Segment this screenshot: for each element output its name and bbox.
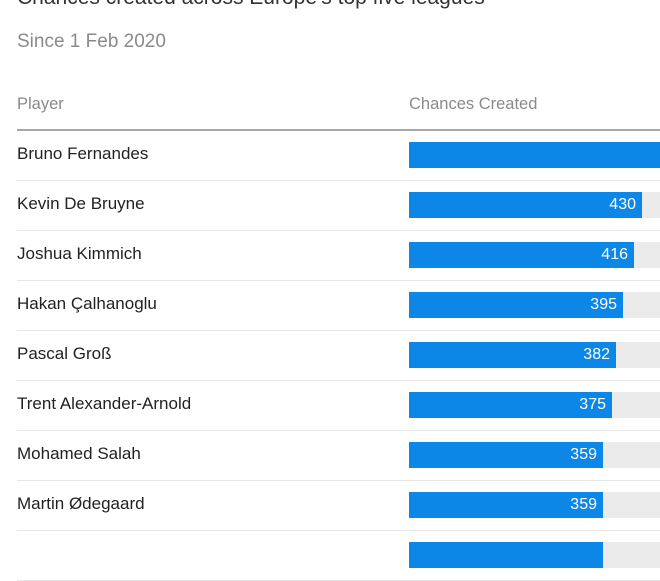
bar-value-label: 416 — [601, 246, 628, 263]
table-row: Kevin De Bruyne 430 — [0, 181, 660, 231]
bar — [409, 492, 603, 518]
table-row: Hakan Çalhanoglu 395 — [0, 281, 660, 331]
player-name: Trent Alexander-Arnold — [17, 394, 192, 413]
bar — [409, 142, 660, 168]
bar-track: 416 — [409, 242, 660, 268]
row-divider — [17, 180, 660, 181]
column-header-player: Player — [17, 95, 64, 113]
bar-track: 382 — [409, 342, 660, 368]
bar-value-label: 375 — [579, 396, 606, 413]
player-name: Hakan Çalhanoglu — [17, 294, 157, 313]
bar-value-label: 359 — [570, 496, 597, 513]
table-row: Bruno Fernandes — [0, 131, 660, 181]
bar-value-label: 430 — [609, 196, 636, 213]
bar — [409, 242, 634, 268]
bar-track: 359 — [409, 492, 660, 518]
row-divider — [17, 380, 660, 381]
table-row: Joshua Kimmich 416 — [0, 231, 660, 281]
player-name: Pascal Groß — [17, 344, 112, 363]
player-name: Joshua Kimmich — [17, 244, 142, 263]
bar-track — [409, 542, 660, 568]
bar — [409, 292, 623, 318]
row-divider — [17, 530, 660, 531]
player-name: Bruno Fernandes — [17, 144, 149, 163]
bar-value-label: 382 — [583, 346, 610, 363]
row-divider — [17, 230, 660, 231]
bar-track: 375 — [409, 392, 660, 418]
row-divider — [17, 280, 660, 281]
table-row — [0, 531, 660, 581]
row-divider — [17, 330, 660, 331]
chart-title: Chances created across Europe’s top five… — [17, 0, 485, 10]
table-row: Pascal Groß 382 — [0, 331, 660, 381]
bar — [409, 542, 603, 568]
bar-value-label: 359 — [570, 446, 597, 463]
table-row: Mohamed Salah 359 — [0, 431, 660, 481]
column-header-chances-created: Chances Created — [409, 95, 538, 113]
header-divider — [17, 129, 660, 131]
player-name: Kevin De Bruyne — [17, 194, 145, 213]
row-divider — [17, 480, 660, 481]
bar — [409, 392, 612, 418]
table-row: Trent Alexander-Arnold 375 — [0, 381, 660, 431]
bar — [409, 192, 642, 218]
table-row: Martin Ødegaard 359 — [0, 481, 660, 531]
bar-track: 395 — [409, 292, 660, 318]
bar-track: 430 — [409, 192, 660, 218]
player-name: Mohamed Salah — [17, 444, 141, 463]
bar — [409, 342, 616, 368]
bar-track: 359 — [409, 442, 660, 468]
bar-track — [409, 142, 660, 168]
bar — [409, 442, 603, 468]
bar-value-label: 395 — [590, 296, 617, 313]
chart-subtitle: Since 1 Feb 2020 — [17, 31, 166, 52]
row-divider — [17, 430, 660, 431]
player-name: Martin Ødegaard — [17, 494, 145, 513]
